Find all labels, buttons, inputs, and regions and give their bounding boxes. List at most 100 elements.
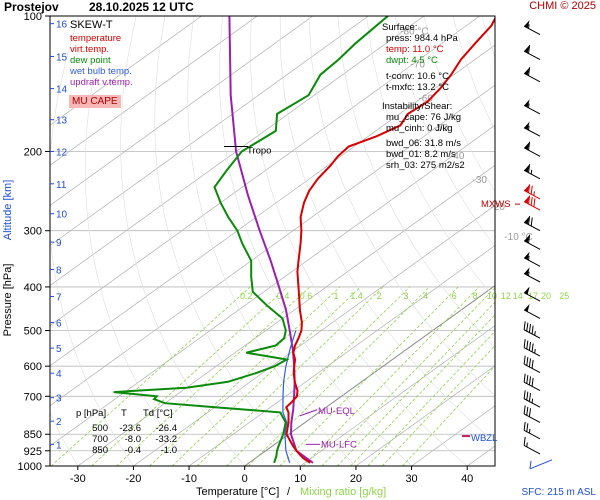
wind-barb-pennant (524, 121, 530, 130)
mixing-ratio-label: 20 (541, 291, 551, 301)
pressure-tick-label: 300 (24, 226, 42, 238)
instability-title: Instability/Shear: (382, 101, 453, 112)
mixing-ratio-line (279, 286, 459, 466)
wind-barb-pennant (524, 234, 530, 243)
dry-adiabat (84, 16, 190, 466)
wbzl-label: WBZL (471, 433, 497, 444)
wind-barb (523, 321, 541, 339)
wind-barb-pennant (524, 164, 530, 173)
isotherm-line (50, 84, 495, 407)
pressure-tick-label: 400 (24, 282, 42, 294)
isotherm-line (188, 245, 495, 466)
mixing-ratio-label: 25 (559, 291, 569, 301)
x-axis-label: Temperature [°C] (196, 486, 279, 498)
altitude-tick-label: 2 (56, 417, 62, 428)
wind-barb (523, 267, 541, 283)
pressure-tick-label: 100 (24, 11, 42, 23)
altitude-tick-label: 10 (56, 210, 68, 221)
wind-barb-flag (523, 405, 526, 415)
wind-barb-flag (526, 375, 529, 384)
wind-barb-staff (523, 25, 541, 36)
mixing-ratio-line (336, 301, 495, 466)
mixing-ratio-line (196, 286, 384, 466)
wind-barb (523, 121, 541, 137)
y-axis-label-altitude: Altitude [km] (2, 180, 14, 241)
isotherm-label: -30 (473, 175, 488, 186)
mixing-ratio-label: 6 (452, 291, 457, 301)
isotherm-line (50, 16, 425, 287)
altitude-tick-label: 1 (56, 440, 62, 451)
table-header: p [hPa] T Td [°C] (76, 408, 173, 419)
wind-barb-half (528, 24, 530, 29)
wind-barb-flag (530, 196, 533, 206)
isotherm-line (244, 284, 495, 466)
mixing-ratio-line (302, 286, 480, 466)
wind-barb-flag (528, 376, 532, 386)
wind-barb-half (528, 125, 530, 131)
altitude-tick-label: 7 (56, 292, 62, 303)
mixing-ratio-line (116, 286, 311, 466)
pressure-tick-label: 1000 (18, 461, 42, 473)
mixing-ratio-label: 3 (403, 291, 408, 301)
wind-barb-flag (523, 355, 526, 365)
wind-barb (523, 164, 541, 180)
altitude-tick-label: 3 (56, 394, 62, 405)
mixing-ratio-label: 0.6 (300, 291, 313, 301)
mixing-ratio-line (350, 314, 495, 466)
wind-barb (523, 234, 541, 250)
legend-temperature: temperature (70, 33, 122, 44)
surface-t-mxfc: t-mxfc: 13.2 °C (386, 82, 449, 93)
dry-adiabat (337, 16, 495, 349)
shear-bwd-01: bwd_01: 8.2 m/s (386, 149, 456, 160)
isotherm-line (50, 16, 369, 246)
x-tick-label: 10 (294, 473, 306, 485)
altitude-tick-label: 4 (56, 369, 62, 380)
isotherm-line (50, 44, 495, 367)
wind-barb-flag (528, 67, 531, 76)
altitude-tick-label: 5 (56, 344, 62, 355)
x-axis-label-mixing: Mixing ratio [g/kg] (300, 486, 386, 498)
profiles (113, 16, 495, 464)
wind-barb-flag (523, 321, 526, 330)
wind-barb (523, 44, 541, 61)
isotherm-label: -10 °C (504, 232, 532, 243)
shear-bwd-06: bwd_06: 31.8 m/s (386, 138, 461, 149)
wind-barb-flag (530, 217, 533, 227)
wind-barb (523, 184, 541, 200)
isotherm-line (50, 16, 314, 206)
isotherm-line (300, 325, 495, 466)
wind-barb-flag (528, 324, 532, 333)
mixing-ratio-label: 14 (513, 291, 523, 301)
x-tick-label: 20 (350, 473, 362, 485)
wind-barb-flag (526, 357, 529, 366)
wind-barb-half (528, 271, 530, 276)
mu-eql-marker (299, 409, 318, 417)
wind-barb-flag (523, 373, 526, 383)
y-axis-label: Pressure [hPa] (2, 264, 14, 337)
copyright-label: CHMI © 2025 (529, 0, 596, 12)
wind-barb (523, 373, 541, 392)
x-tick-label: 0 (242, 473, 248, 485)
legend-updraft: updraft v.temp. (70, 77, 133, 88)
mixing-ratio-line (91, 286, 288, 466)
dewpoint-line (113, 16, 389, 464)
wind-barb-flag (526, 391, 529, 401)
dry-adiabat (50, 411, 79, 466)
wind-barb-pennant (524, 195, 530, 204)
wind-barb (523, 405, 541, 423)
wind-barb-half (530, 169, 533, 175)
wind-barb (523, 436, 541, 455)
wind-barb (523, 251, 541, 267)
mixing-ratio-label: 12 (501, 291, 511, 301)
isotherm-label: -40 (450, 151, 465, 162)
wind-barb-pennant (524, 267, 530, 276)
mu-eql-label: MU-EQL (318, 406, 355, 417)
wind-barb (523, 216, 541, 232)
mixing-ratio-label: 8 (473, 291, 478, 301)
surface-temp: temp: 11.0 °C (386, 44, 444, 55)
surface-panel: Surface: press: 984.4 hPa temp: 11.0 °C … (382, 22, 465, 171)
wind-barb-pennant (524, 141, 530, 150)
dry-adiabat (249, 16, 468, 466)
wind-barb-half (526, 442, 528, 447)
wind-barb-flag (523, 390, 526, 399)
